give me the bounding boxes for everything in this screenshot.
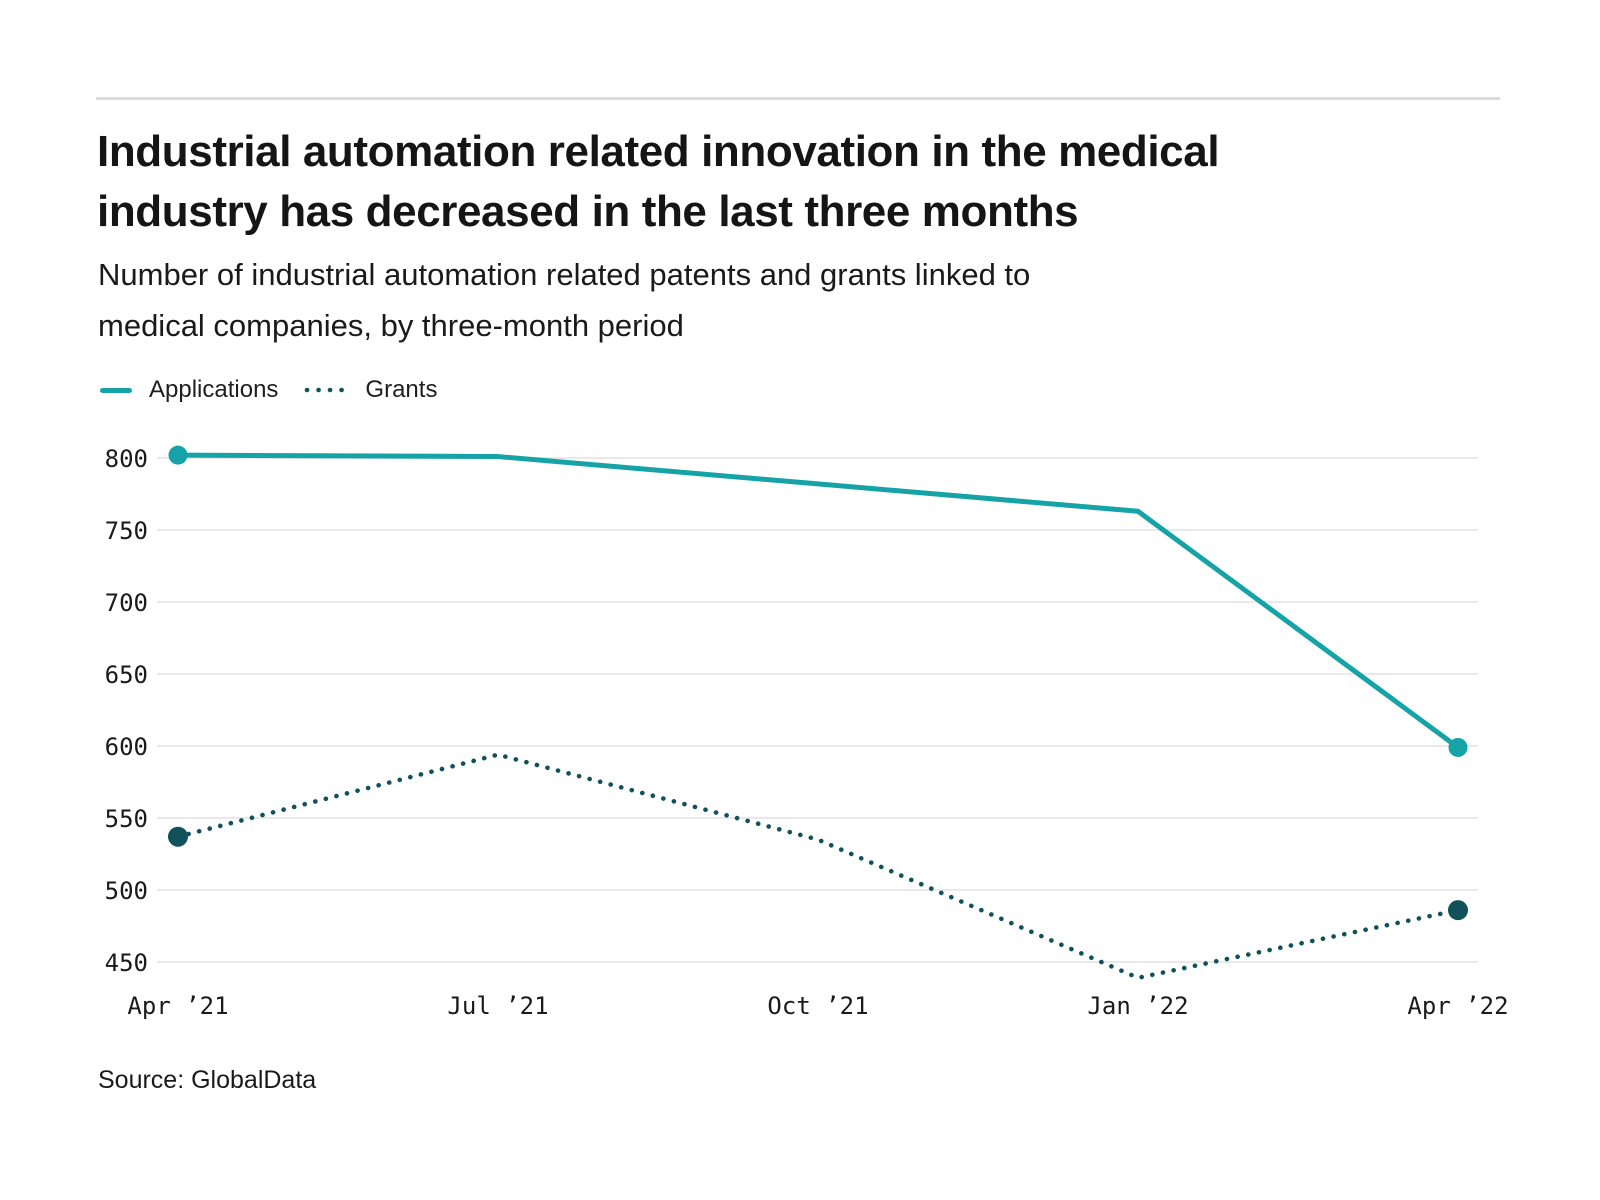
series-endpoint-marker-applications [168,445,188,465]
y-tick-label: 500 [105,877,148,905]
chart-subtitle-line2: medical companies, by three-month period [98,308,684,343]
x-tick-label: Jan ’22 [1087,992,1188,1020]
top-divider-rule [96,97,1500,100]
x-tick-label: Apr ’22 [1407,992,1508,1020]
chart-subtitle-line1: Number of industrial automation related … [98,257,1031,292]
series-endpoint-marker-grants [1448,900,1468,921]
chart-legend: Applications Grants [100,376,437,404]
applications-line-swatch-icon [100,387,132,393]
x-tick-label: Apr ’21 [127,992,228,1020]
chart-title-line1: Industrial automation related innovation… [97,127,1220,176]
series-line-grants [175,752,1461,981]
y-tick-label: 550 [105,805,148,833]
y-tick-label: 650 [105,661,148,689]
legend-item-applications: Applications [100,376,278,404]
legend-item-grants: Grants [304,376,437,404]
y-tick-label: 700 [105,589,148,617]
legend-label-grants: Grants [365,376,438,403]
chart-subtitle: Number of industrial automation related … [98,249,1458,351]
y-tick-label: 450 [105,949,148,977]
source-note: Source: GlobalData [98,1066,317,1094]
y-tick-label: 600 [105,733,148,761]
legend-label-applications: Applications [149,376,279,403]
x-tick-label: Oct ’21 [767,992,868,1020]
line-chart-plot-area: 800 750 700 650 600 550 500 450 Apr ’21 Jul ’21 Oc… [105,445,1509,1020]
chart-title: Industrial automation related innovation… [97,122,1497,242]
y-tick-label: 750 [105,517,148,545]
series-endpoint-marker-grants [168,826,188,847]
x-tick-label: Jul ’21 [447,992,548,1020]
series-line-applications [177,452,1460,750]
series-endpoint-marker-applications [1448,737,1468,757]
grants-dotted-swatch-icon [305,387,348,393]
y-tick-label: 800 [105,445,148,473]
chart-title-line2: industry has decreased in the last three… [97,187,1079,236]
